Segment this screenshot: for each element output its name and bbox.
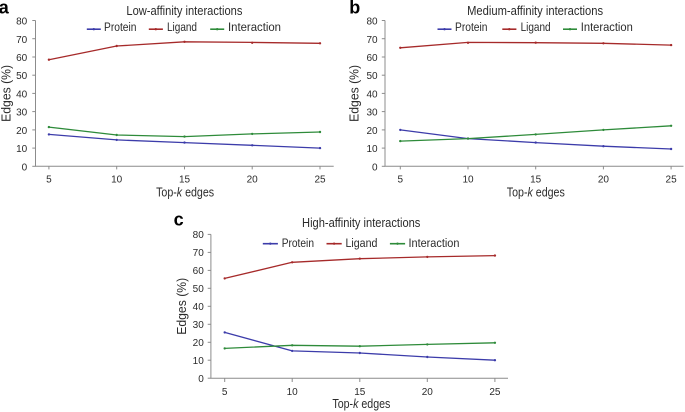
svg-text:Protein: Protein <box>455 20 488 34</box>
svg-text:0: 0 <box>198 374 204 385</box>
svg-text:20: 20 <box>422 387 434 398</box>
svg-text:30: 30 <box>366 108 378 119</box>
svg-text:25: 25 <box>489 387 501 398</box>
svg-text:20: 20 <box>16 126 28 137</box>
svg-text:0: 0 <box>22 162 28 173</box>
svg-text:Top-k edges: Top-k edges <box>156 184 214 199</box>
svg-text:50: 50 <box>366 71 378 82</box>
svg-text:40: 40 <box>16 89 28 100</box>
svg-text:60: 60 <box>366 53 378 64</box>
svg-text:80: 80 <box>16 17 28 28</box>
svg-text:30: 30 <box>16 108 28 119</box>
svg-text:Interaction: Interaction <box>228 20 281 34</box>
svg-text:5: 5 <box>398 174 404 185</box>
svg-text:10: 10 <box>287 387 299 398</box>
svg-text:Protein: Protein <box>104 20 137 34</box>
svg-text:c: c <box>174 209 184 229</box>
svg-text:70: 70 <box>193 248 205 259</box>
svg-text:Protein: Protein <box>282 236 314 250</box>
svg-text:5: 5 <box>46 174 52 185</box>
svg-text:80: 80 <box>193 230 205 241</box>
svg-text:60: 60 <box>16 53 28 64</box>
svg-text:50: 50 <box>193 284 205 295</box>
svg-text:Ligand: Ligand <box>346 236 378 250</box>
svg-text:10: 10 <box>16 144 28 155</box>
svg-text:Medium-affinity interactions: Medium-affinity interactions <box>467 4 603 18</box>
svg-text:Top-k edges: Top-k edges <box>332 396 390 411</box>
svg-text:40: 40 <box>366 89 378 100</box>
svg-text:10: 10 <box>193 356 205 367</box>
svg-text:a: a <box>0 0 10 18</box>
svg-text:Ligand: Ligand <box>167 20 197 34</box>
svg-text:40: 40 <box>193 302 205 313</box>
svg-text:25: 25 <box>666 174 678 185</box>
svg-text:15: 15 <box>179 174 191 185</box>
svg-text:10: 10 <box>111 174 123 185</box>
svg-text:0: 0 <box>372 162 378 173</box>
svg-text:20: 20 <box>193 338 205 349</box>
svg-text:15: 15 <box>530 174 542 185</box>
svg-text:5: 5 <box>222 387 228 398</box>
svg-text:Top-k edges: Top-k edges <box>507 184 565 199</box>
svg-text:Ligand: Ligand <box>521 20 551 34</box>
svg-text:Low-affinity interactions: Low-affinity interactions <box>126 4 242 18</box>
svg-text:Edges (%): Edges (%) <box>0 65 14 122</box>
svg-text:70: 70 <box>16 35 28 46</box>
svg-text:20: 20 <box>366 126 378 137</box>
svg-text:Interaction: Interaction <box>409 236 460 250</box>
svg-text:Edges (%): Edges (%) <box>346 65 361 122</box>
svg-text:50: 50 <box>16 71 28 82</box>
svg-text:20: 20 <box>247 174 259 185</box>
svg-text:20: 20 <box>598 174 610 185</box>
svg-text:60: 60 <box>193 266 205 277</box>
svg-text:70: 70 <box>366 35 378 46</box>
svg-text:High-affinity interactions: High-affinity interactions <box>302 216 420 230</box>
svg-text:Interaction: Interaction <box>581 20 633 34</box>
svg-text:30: 30 <box>193 320 205 331</box>
svg-text:b: b <box>349 0 360 18</box>
svg-text:10: 10 <box>366 144 378 155</box>
svg-text:80: 80 <box>366 17 378 28</box>
svg-text:Edges (%): Edges (%) <box>174 278 189 335</box>
svg-text:10: 10 <box>462 174 474 185</box>
svg-text:15: 15 <box>354 387 366 398</box>
svg-text:25: 25 <box>314 174 326 185</box>
